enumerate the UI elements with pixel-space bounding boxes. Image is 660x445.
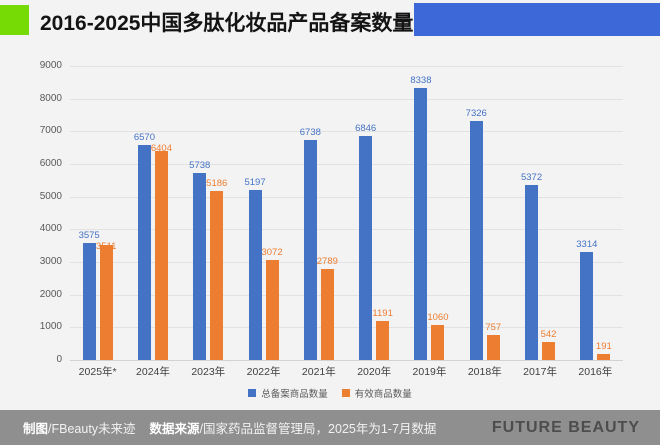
y-tick-label: 9000 bbox=[39, 60, 62, 71]
gridline bbox=[70, 98, 623, 100]
bar-valid bbox=[210, 190, 224, 360]
accent-green-square bbox=[0, 5, 29, 35]
y-tick-label: 7000 bbox=[39, 125, 62, 137]
x-tick-label: 2024年 bbox=[136, 366, 170, 378]
accent-blue-bar bbox=[414, 3, 660, 36]
value-label-valid: 6404 bbox=[150, 143, 172, 155]
value-label-total: 5197 bbox=[244, 177, 266, 189]
value-label-total: 5738 bbox=[189, 159, 211, 171]
value-label-valid: 191 bbox=[595, 340, 612, 352]
y-tick-label: 0 bbox=[56, 354, 62, 365]
bar-total bbox=[414, 87, 428, 360]
legend-swatch bbox=[341, 389, 350, 397]
legend-label: 总备案商品数量 bbox=[261, 389, 328, 400]
source-value: /国家药品监督管理局，2025年为1-7月数据 bbox=[199, 422, 437, 436]
value-label-valid: 5186 bbox=[206, 177, 228, 189]
value-label-total: 7326 bbox=[465, 107, 487, 119]
bar-total bbox=[193, 172, 207, 360]
bar-valid bbox=[486, 335, 500, 360]
bar-total bbox=[248, 190, 262, 360]
bar-total bbox=[580, 251, 594, 360]
y-tick-label: 6000 bbox=[39, 158, 62, 169]
x-tick-label: 2021年 bbox=[301, 366, 336, 378]
bar-valid bbox=[99, 245, 113, 360]
value-label-total: 6570 bbox=[133, 132, 155, 144]
y-tick-label: 1000 bbox=[39, 321, 62, 333]
gridline bbox=[70, 66, 623, 67]
footer-bar: 制图/FBeauty未来迹 数据来源/国家药品监督管理局，2025年为1-7月数据… bbox=[0, 410, 660, 445]
legend-label: 有效商品数量 bbox=[354, 389, 412, 400]
value-label-total: 6738 bbox=[299, 126, 321, 138]
bar-total bbox=[525, 184, 539, 360]
value-label-total: 3314 bbox=[576, 238, 598, 250]
value-label-valid: 757 bbox=[485, 322, 502, 334]
bar-valid bbox=[597, 353, 611, 360]
y-tick-label: 2000 bbox=[39, 288, 62, 300]
y-tick-label: 3000 bbox=[39, 256, 62, 267]
bar-total bbox=[359, 136, 373, 360]
value-label-total: 5372 bbox=[520, 171, 543, 183]
value-label-valid: 542 bbox=[540, 329, 557, 341]
y-tick-label: 5000 bbox=[39, 190, 62, 202]
bar-valid bbox=[542, 342, 556, 360]
bar-valid bbox=[265, 259, 279, 360]
source-label: 数据来源 bbox=[149, 422, 200, 436]
gridline bbox=[70, 131, 623, 133]
legend-swatch bbox=[248, 389, 257, 397]
bar-total bbox=[82, 243, 96, 360]
credit-value: /FBeauty未来迹 bbox=[48, 422, 136, 436]
bar-total bbox=[303, 139, 317, 360]
footer-credits: 制图/FBeauty未来迹 数据来源/国家药品监督管理局，2025年为1-7月数据 bbox=[23, 418, 436, 437]
bar-total bbox=[137, 145, 151, 360]
bar-valid bbox=[431, 325, 445, 360]
x-tick-label: 2025年* bbox=[78, 366, 117, 378]
value-label-valid: 1191 bbox=[372, 308, 393, 320]
gridline bbox=[70, 294, 623, 296]
y-tick-label: 4000 bbox=[39, 223, 62, 235]
x-tick-label: 2016年 bbox=[578, 366, 613, 378]
y-tick-label: 8000 bbox=[39, 92, 62, 104]
brand-logo: FUTURE BEAUTY bbox=[491, 418, 640, 436]
gridline bbox=[70, 327, 623, 329]
value-label-valid: 2789 bbox=[316, 255, 338, 267]
value-label-total: 6846 bbox=[355, 123, 377, 135]
gridline bbox=[70, 262, 623, 263]
legend-item: 总备案商品数量 bbox=[248, 386, 328, 400]
value-label-total: 8338 bbox=[410, 74, 432, 86]
gridline bbox=[70, 360, 623, 361]
x-tick-label: 2023年 bbox=[191, 366, 226, 378]
legend-item: 有效商品数量 bbox=[341, 386, 412, 400]
page-title: 2016-2025中国多肽化妆品产品备案数量 bbox=[40, 12, 414, 35]
bar-valid bbox=[376, 321, 390, 360]
bar-total bbox=[469, 120, 483, 360]
x-tick-label: 2017年 bbox=[523, 366, 557, 378]
value-label-total: 3575 bbox=[78, 230, 100, 242]
gridline bbox=[70, 196, 623, 198]
chart-legend: 总备案商品数量 有效商品数量 bbox=[0, 386, 660, 400]
value-label-valid: 1060 bbox=[427, 312, 449, 324]
value-label-valid: 3072 bbox=[261, 246, 283, 258]
bar-chart: 0 1000 2000 3000 4000 5000 6000 7000 8000 9000 357… bbox=[39, 60, 623, 378]
x-tick-label: 2019年 bbox=[412, 366, 447, 378]
x-tick-label: 2020年 bbox=[357, 366, 392, 378]
value-label-valid: 3511 bbox=[95, 241, 117, 253]
bar-valid bbox=[154, 150, 168, 360]
x-tick-label: 2022年 bbox=[246, 366, 281, 378]
bar-valid bbox=[320, 268, 334, 360]
gridline bbox=[70, 164, 623, 165]
x-tick-label: 2018年 bbox=[467, 366, 502, 378]
credit-label: 制图 bbox=[23, 422, 49, 436]
gridline bbox=[70, 229, 623, 231]
